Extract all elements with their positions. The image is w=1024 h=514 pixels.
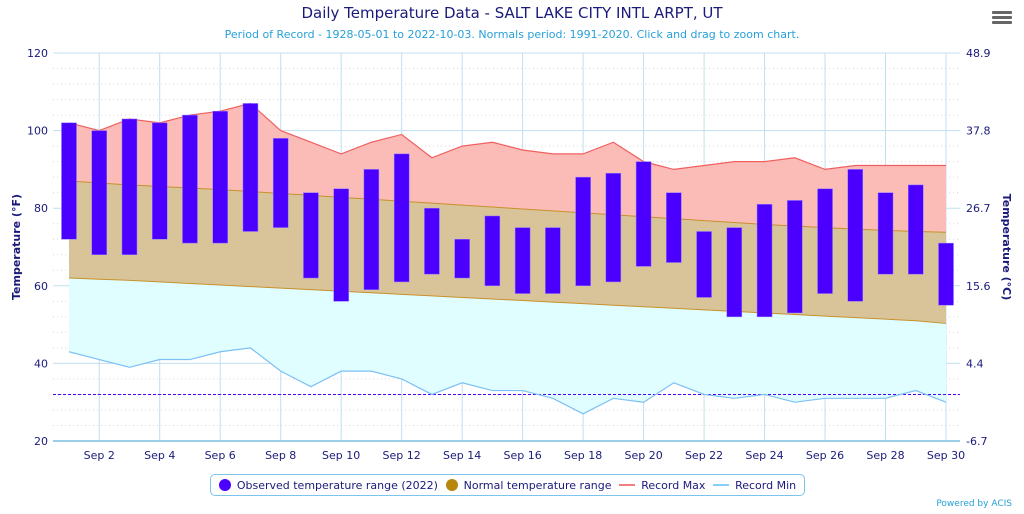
observed-bar (787, 200, 803, 314)
legend: Observed temperature range (2022) Normal… (210, 474, 805, 496)
y-axis-title: Temperature (°F) (10, 194, 23, 300)
observed-bar (363, 169, 380, 290)
observed-bar (635, 161, 652, 267)
x-tick-label: Sep 8 (265, 449, 296, 462)
legend-label: Record Min (735, 478, 797, 492)
observed-bar (756, 204, 773, 318)
y-tick-label: 60 (34, 280, 48, 293)
y-tick-label: 120 (27, 47, 48, 60)
observed-bar (938, 242, 954, 306)
normal-dot-icon (445, 479, 458, 491)
observed-bar (605, 173, 622, 283)
observed-bar (212, 110, 228, 244)
record-max-area (69, 103, 946, 233)
x-tick-label: Sep 28 (866, 449, 904, 462)
observed-bar (908, 184, 924, 275)
observed-bar (847, 169, 864, 302)
observed-bar (696, 231, 712, 298)
observed-bar (666, 192, 682, 263)
y-right-tick-label: -6.7 (966, 435, 987, 448)
x-tick-label: Sep 26 (806, 449, 844, 462)
y-tick-label: 80 (34, 202, 48, 215)
y-tick-label: 100 (27, 125, 48, 138)
legend-item-observed[interactable]: Observed temperature range (2022) (218, 478, 438, 492)
observed-bar (726, 227, 743, 318)
x-tick-label: Sep 10 (322, 449, 360, 462)
observed-dot-icon (218, 479, 231, 491)
y-right-tick-label: 26.7 (966, 202, 991, 215)
y-right-tick-label: 48.9 (966, 47, 991, 60)
observed-bar (91, 130, 107, 256)
x-tick-label: Sep 14 (443, 449, 481, 462)
x-tick-label: Sep 22 (685, 449, 723, 462)
observed-bar (817, 188, 833, 294)
legend-item-normal[interactable]: Normal temperature range (445, 478, 612, 492)
observed-bar (182, 114, 198, 244)
legend-label: Observed temperature range (2022) (236, 478, 438, 492)
observed-bar (333, 188, 349, 302)
x-tick-label: Sep 12 (383, 449, 421, 462)
x-tick-label: Sep 24 (745, 449, 783, 462)
observed-bar (393, 153, 410, 283)
observed-bar (121, 118, 138, 256)
observed-bar (303, 192, 319, 279)
observed-bar (272, 138, 289, 228)
legend-item-record-min[interactable]: Record Min (713, 479, 796, 492)
observed-bars (61, 103, 954, 318)
x-tick-label: Sep 18 (564, 449, 602, 462)
legend-label: Normal temperature range (463, 478, 612, 492)
observed-bar (424, 207, 440, 275)
observed-bar (61, 122, 77, 240)
powered-by-link[interactable]: Powered by ACIS (936, 499, 1012, 509)
x-tick-label: Sep 20 (624, 449, 662, 462)
x-tick-label: Sep 4 (144, 449, 175, 462)
observed-bar (514, 227, 531, 294)
observed-bar (242, 103, 259, 232)
x-tick-label: Sep 2 (84, 449, 115, 462)
legend-item-record-max[interactable]: Record Max (619, 479, 705, 492)
y-tick-label: 20 (34, 435, 48, 448)
observed-bar (877, 192, 894, 275)
observed-bar (545, 227, 561, 294)
temperature-chart[interactable]: 20 -6.7 40 4.4 60 15.6 80 26.7 100 37.8 120 48.9 Sep… (0, 0, 1024, 470)
x-tick-label: Sep 6 (205, 449, 236, 462)
chart-subtitle: Period of Record - 1928-05-01 to 2022-10… (224, 28, 800, 41)
x-tick-label: Sep 16 (504, 449, 542, 462)
chart-title: Daily Temperature Data - SALT LAKE CITY … (301, 4, 723, 22)
normal-low-line (68, 277, 947, 324)
y-right-axis-title: Temperature (°C) (1000, 194, 1013, 301)
observed-bar (151, 122, 168, 240)
y-right-tick-label: 15.6 (966, 280, 991, 293)
hamburger-menu-icon[interactable] (992, 9, 1012, 27)
observed-bar (484, 215, 501, 287)
record-min-line (68, 347, 947, 415)
observed-bar (454, 238, 470, 279)
y-right-tick-label: 4.4 (966, 357, 984, 370)
axes: 20 -6.7 40 4.4 60 15.6 80 26.7 100 37.8 120 48.9 Sep… (10, 47, 1013, 462)
observed-bar (575, 176, 591, 287)
record-max-line-icon (619, 484, 636, 486)
legend-label: Record Max (641, 478, 706, 492)
y-tick-label: 40 (34, 357, 48, 370)
y-right-tick-label: 37.8 (966, 125, 991, 138)
x-tick-label: Sep 30 (927, 449, 965, 462)
record-min-line-icon (713, 484, 730, 486)
